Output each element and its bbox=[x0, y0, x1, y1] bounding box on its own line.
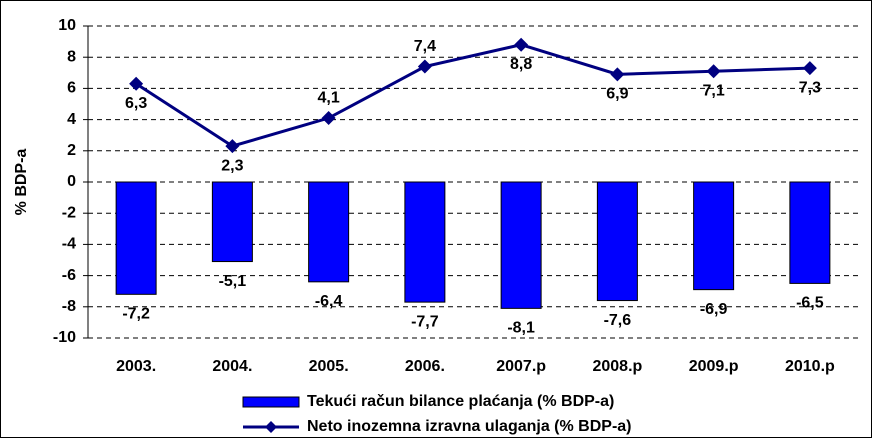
y-axis-label: % BDP-a bbox=[13, 149, 30, 216]
x-tick-label: 2007.p bbox=[496, 358, 546, 375]
x-tick-label: 2003. bbox=[116, 358, 156, 375]
y-tick-label: 6 bbox=[67, 80, 76, 97]
data-label: -7,7 bbox=[411, 313, 439, 330]
bar bbox=[308, 181, 350, 283]
y-tick-label: 10 bbox=[58, 17, 76, 34]
bar bbox=[596, 181, 638, 302]
bar bbox=[500, 181, 542, 309]
data-label: -8,1 bbox=[507, 320, 535, 337]
data-label: 7,3 bbox=[799, 79, 821, 96]
y-tick-label: -8 bbox=[62, 298, 76, 315]
line-marker bbox=[321, 111, 336, 126]
data-label: -6,9 bbox=[700, 301, 728, 318]
legend-label: Tekući račun bilance plaćanja (% BDP-a) bbox=[307, 393, 614, 410]
x-tick-label: 2004. bbox=[212, 358, 252, 375]
data-label: -7,2 bbox=[122, 306, 150, 323]
y-tick-label: 2 bbox=[67, 142, 76, 159]
data-label: 6,3 bbox=[125, 95, 147, 112]
y-tick-label: -6 bbox=[62, 267, 76, 284]
x-tick-label: 2005. bbox=[309, 358, 349, 375]
line-marker bbox=[417, 59, 432, 74]
data-label: -5,1 bbox=[219, 273, 247, 290]
y-tick-label: -2 bbox=[62, 204, 76, 221]
data-label: 8,8 bbox=[510, 56, 532, 73]
x-tick-label: 2008.p bbox=[592, 358, 642, 375]
data-label: 7,4 bbox=[414, 38, 436, 55]
legend-label: Neto inozemna izravna ulaganja (% BDP-a) bbox=[307, 418, 632, 435]
bar bbox=[693, 181, 735, 291]
data-label: 7,1 bbox=[703, 82, 725, 99]
line-marker bbox=[610, 67, 625, 82]
data-label: -6,4 bbox=[315, 293, 343, 310]
y-tick-label: 4 bbox=[67, 111, 76, 128]
bar bbox=[211, 181, 253, 263]
bar bbox=[404, 181, 446, 303]
line-marker bbox=[225, 139, 240, 154]
legend-swatch bbox=[242, 396, 300, 408]
data-label: -7,6 bbox=[604, 312, 632, 329]
bar bbox=[789, 181, 831, 284]
line bbox=[135, 43, 810, 148]
data-label: 2,3 bbox=[221, 157, 243, 174]
x-tick-label: 2010.p bbox=[785, 358, 835, 375]
y-tick-label: 8 bbox=[67, 48, 76, 65]
data-label: 6,9 bbox=[606, 86, 628, 103]
y-tick-label: -10 bbox=[53, 329, 76, 346]
data-label: 4,1 bbox=[318, 89, 340, 106]
line-marker bbox=[802, 61, 817, 76]
line-marker bbox=[129, 76, 144, 91]
legend-marker bbox=[265, 421, 277, 433]
y-tick-label: -4 bbox=[62, 236, 76, 253]
bar bbox=[115, 181, 157, 295]
x-tick-label: 2009.p bbox=[689, 358, 739, 375]
data-label: -6,5 bbox=[796, 295, 824, 312]
line-marker bbox=[706, 64, 721, 79]
line-marker bbox=[514, 37, 529, 52]
y-tick-label: 0 bbox=[67, 173, 76, 190]
x-tick-label: 2006. bbox=[405, 358, 445, 375]
